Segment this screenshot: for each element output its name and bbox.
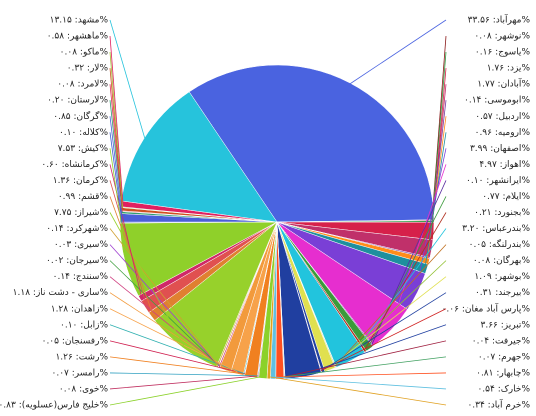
- slice-label: تبریز: ۳.۶۶%: [481, 320, 531, 330]
- leader-line: [334, 260, 447, 367]
- leader-line: [109, 212, 185, 347]
- slice-label: گرگان: ۰.۸۵%: [53, 110, 108, 122]
- leader-line: [109, 340, 245, 375]
- leader-line: [109, 132, 123, 223]
- leader-line: [279, 372, 447, 378]
- slice-label: قشم: ۰.۹۹%: [58, 192, 109, 202]
- leader-line: [390, 164, 447, 328]
- slice-label: ایلام: ۰.۷۷%: [482, 192, 530, 202]
- slice-label: یزد: ۱.۷۶%: [487, 64, 531, 74]
- slice-label: خوی: ۰.۰۸%: [59, 384, 109, 394]
- slice-label: آبادان: ۱.۷۷%: [477, 78, 530, 90]
- slice-label: مهرآباد: ۳۳.۵۶%: [468, 14, 531, 26]
- leader-line: [109, 228, 219, 366]
- slice-label: کلاله: ۰.۱۰%: [59, 128, 109, 138]
- leader-line: [109, 356, 252, 376]
- slice-label: کرمانشاه: ۰.۶۰%: [41, 160, 108, 170]
- leader-line: [109, 52, 124, 208]
- leader-line: [320, 308, 447, 371]
- slice-label: رفسنجان: ۰.۰۵%: [42, 336, 109, 346]
- leader-line: [109, 375, 264, 406]
- leader-line: [268, 376, 447, 406]
- leader-line: [109, 68, 123, 210]
- leader-line: [302, 324, 447, 376]
- pie-slice: [188, 64, 435, 223]
- leader-line: [284, 356, 447, 378]
- slice-label: سیرجان: ۰.۰۲%: [46, 256, 108, 266]
- leader-line: [335, 244, 447, 366]
- slice-label: رشت: ۱.۲۶%: [55, 352, 108, 362]
- slice-label: ارومیه: ۰.۹۶%: [475, 128, 531, 138]
- slice-label: بندرلنگه: ۰.۰۵%: [469, 238, 531, 250]
- slice-label: شیراز: ۷.۷۵%: [54, 208, 108, 218]
- slice-label: خرم آباد: ۰.۳۴%: [467, 399, 530, 411]
- pie-slice: [121, 91, 278, 223]
- leader-line: [349, 228, 447, 359]
- leader-line: [109, 84, 123, 212]
- slice-label: بوشهر: ۱.۰۹%: [474, 272, 530, 282]
- leader-line: [109, 260, 220, 366]
- leader-line: [109, 372, 258, 377]
- slice-label: ماکو: ۰.۰۸%: [60, 48, 109, 58]
- leader-line: [109, 116, 123, 218]
- slice-label: خلیج فارس(عسلویه): ۰.۸۳%: [0, 401, 108, 411]
- leader-line: [109, 100, 123, 213]
- slice-label: بندرعباس: ۳.۲۰%: [462, 224, 530, 234]
- leader-line: [424, 132, 447, 269]
- leader-line: [322, 292, 447, 371]
- slice-label: ماهشهر: ۰.۵۸%: [47, 32, 109, 42]
- leader-line: [109, 276, 220, 367]
- slice-label: کیش: ۷.۵۳%: [58, 144, 109, 154]
- slice-label: رامسر: ۰.۰۷%: [52, 368, 109, 378]
- slice-label: اهواز: ۴.۹۷%: [479, 160, 530, 170]
- slice-label: اصفهان: ۳.۹۹%: [470, 144, 530, 154]
- slice-label: اردبیل: ۰.۵۷%: [475, 112, 530, 122]
- slice-label: بجنورد: ۰.۲۱%: [474, 208, 530, 218]
- leader-line: [431, 52, 447, 222]
- slice-label: بهرگان: ۰.۰۸%: [473, 254, 531, 266]
- leader-line: [109, 36, 124, 205]
- slice-label: خارک: ۰.۵۴%: [477, 383, 530, 394]
- slice-label: مشهد: ۱۳.۱۵%: [50, 16, 109, 26]
- slice-label: پارس آباد مغان: ۰.۰۶%: [442, 302, 531, 314]
- leader-line: [109, 164, 143, 298]
- slice-label: ساری - دشت ناز: ۱.۱۸%: [13, 288, 109, 298]
- leader-line: [284, 340, 447, 378]
- slice-label: چابهار: ۰.۸۱%: [476, 368, 530, 378]
- slice-label: لامرد: ۰.۰۸%: [57, 80, 108, 90]
- leader-line: [109, 375, 259, 390]
- slice-label: ابوموسی: ۰.۱۴%: [464, 96, 530, 106]
- leader-line: [109, 19, 146, 141]
- leader-line: [109, 244, 219, 366]
- slice-label: سنندج: ۰.۱۴%: [53, 272, 109, 282]
- leader-line: [415, 148, 447, 292]
- leader-line: [329, 276, 447, 369]
- slice-label: سیری: ۰.۰۳%: [54, 240, 109, 250]
- leader-line: [364, 212, 447, 351]
- slice-label: لار: ۰.۳۲%: [67, 64, 109, 74]
- slice-label: شهرکرد: ۰.۱۴%: [46, 224, 108, 234]
- slice-label: بیرجند: ۰.۳۱%: [475, 288, 530, 298]
- slice-label: زاهدان: ۱.۲۸%: [51, 304, 109, 314]
- slice-label: ایرانشهر: ۰.۱۰%: [466, 176, 530, 186]
- slice-label: نوشهر: ۰.۰۸%: [474, 32, 530, 42]
- leader-line: [109, 308, 238, 373]
- slice-label: جیرفت: ۰.۰۴%: [472, 336, 531, 346]
- leader-line: [348, 19, 447, 85]
- slice-label: لارستان: ۰.۲۰%: [47, 96, 108, 106]
- slice-label: یاسوج: ۰.۱۶%: [475, 48, 531, 58]
- slice-label: زابل: ۰.۱۰%: [60, 320, 108, 330]
- slice-label: جهرم: ۰.۰۷%: [478, 352, 531, 362]
- leader-line: [109, 148, 128, 261]
- leader-line: [273, 376, 447, 390]
- slice-label: کرمان: ۱.۳۶%: [53, 176, 109, 186]
